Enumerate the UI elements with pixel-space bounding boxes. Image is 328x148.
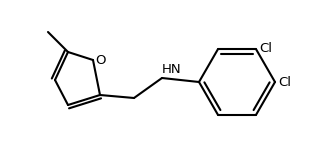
Text: Cl: Cl [259,42,272,55]
Text: HN: HN [162,63,182,76]
Text: Cl: Cl [278,77,291,90]
Text: O: O [95,53,106,66]
